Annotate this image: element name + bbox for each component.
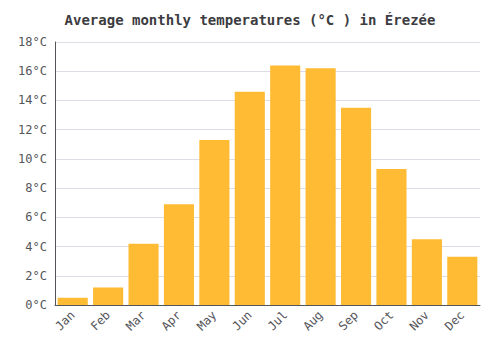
svg-text:4°C: 4°C — [25, 240, 47, 254]
svg-text:Mar: Mar — [123, 308, 148, 333]
svg-text:14°C: 14°C — [18, 93, 47, 107]
svg-text:Sep: Sep — [336, 308, 361, 333]
svg-text:May: May — [194, 308, 219, 333]
svg-text:Nov: Nov — [407, 308, 432, 333]
svg-text:Apr: Apr — [159, 308, 184, 333]
svg-text:Oct: Oct — [371, 308, 396, 333]
svg-text:Aug: Aug — [300, 308, 325, 333]
svg-text:8°C: 8°C — [25, 181, 47, 195]
svg-text:6°C: 6°C — [25, 210, 47, 224]
svg-text:Jun: Jun — [230, 308, 255, 333]
svg-text:Jan: Jan — [52, 308, 77, 333]
svg-text:0°C: 0°C — [25, 298, 47, 312]
svg-text:10°C: 10°C — [18, 152, 47, 166]
svg-text:16°C: 16°C — [18, 64, 47, 78]
svg-text:18°C: 18°C — [18, 35, 47, 49]
svg-text:Feb: Feb — [88, 308, 113, 333]
svg-text:2°C: 2°C — [25, 269, 47, 283]
svg-text:Dec: Dec — [442, 308, 467, 333]
svg-text:12°C: 12°C — [18, 123, 47, 137]
svg-text:Average monthly temperatures (: Average monthly temperatures (°C ) in Ér… — [65, 12, 436, 28]
svg-text:Jul: Jul — [265, 308, 290, 333]
